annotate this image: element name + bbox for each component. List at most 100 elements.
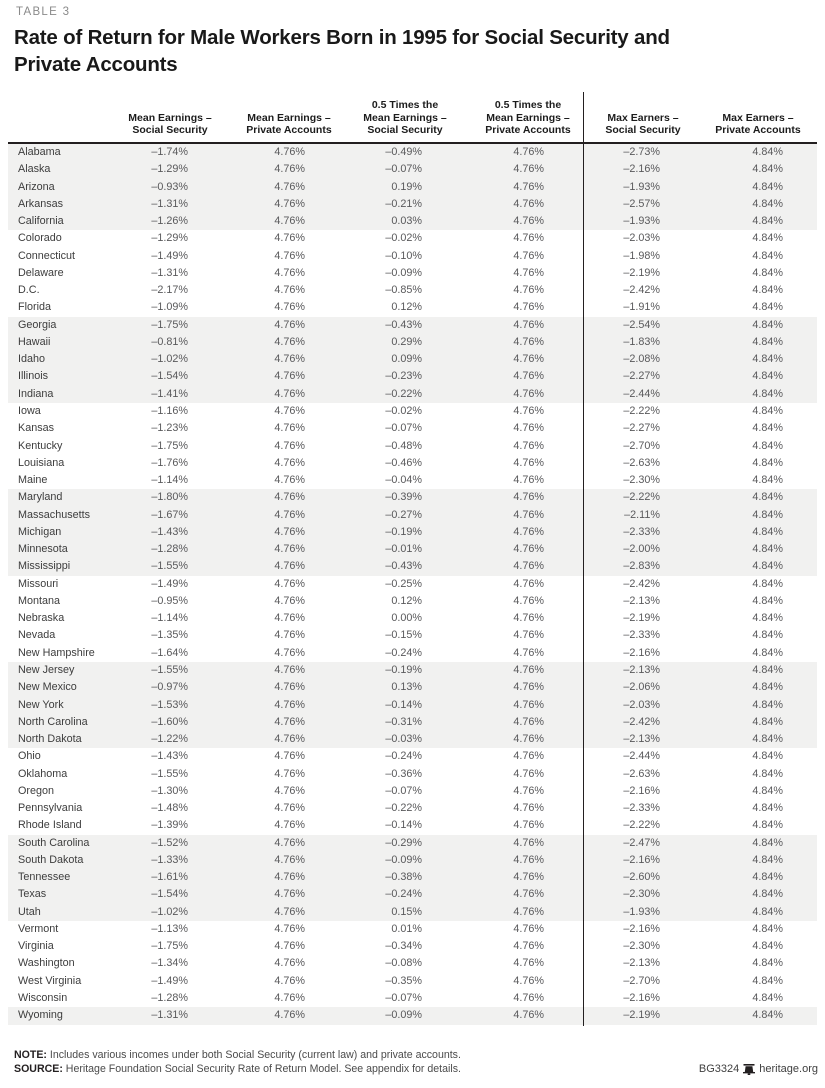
rate-value: –1.09%	[151, 301, 188, 314]
state-name: Arizona	[18, 180, 55, 193]
state-name: Maryland	[18, 491, 63, 504]
rate-value: –2.33%	[623, 802, 660, 815]
rate-value: 4.76%	[274, 197, 305, 210]
rate-value: –1.61%	[151, 871, 188, 884]
rate-value: –0.93%	[151, 180, 188, 193]
rate-value: –1.64%	[151, 646, 188, 659]
rate-value: 0.01%	[391, 922, 422, 935]
state-name: Hawaii	[18, 335, 51, 348]
rate-value: –1.49%	[151, 249, 188, 262]
rate-value: –0.19%	[385, 525, 422, 538]
table-body: Alabama –1.74% 4.76% –0.49% 4.76% –2.73% 4.84%…	[8, 144, 817, 1025]
footer-branding: BG3324 heritage.org	[699, 1063, 818, 1076]
rate-value: 4.84%	[752, 439, 783, 452]
rate-value: –0.21%	[385, 197, 422, 210]
rate-value: 4.84%	[752, 232, 783, 245]
table-row: Minnesota –1.28% 4.76% –0.01% 4.76% –2.00% 4.8…	[8, 541, 817, 559]
rate-value: –2.42%	[623, 284, 660, 297]
rate-value: 4.76%	[274, 836, 305, 849]
rate-value: –1.26%	[151, 215, 188, 228]
rate-value: 4.76%	[274, 646, 305, 659]
rate-value: 4.76%	[513, 940, 544, 953]
rate-value: –0.81%	[151, 335, 188, 348]
rate-value: –1.83%	[623, 335, 660, 348]
rate-value: 4.76%	[274, 698, 305, 711]
rate-value: –1.93%	[623, 905, 660, 918]
state-name: Nebraska	[18, 612, 65, 625]
state-name: Alabama	[18, 146, 61, 158]
rate-value: –2.19%	[623, 266, 660, 279]
rate-value: –2.47%	[623, 836, 660, 849]
note-text: Includes various incomes under both Soci…	[46, 1049, 461, 1061]
rate-value: –2.03%	[623, 698, 660, 711]
rate-value: –1.31%	[151, 197, 188, 210]
rate-value: 4.76%	[274, 871, 305, 884]
rate-value: 4.76%	[513, 577, 544, 590]
rate-value: 4.76%	[274, 491, 305, 504]
rate-value: 4.76%	[274, 215, 305, 228]
rate-value: –1.75%	[151, 940, 188, 953]
rate-value: 4.84%	[752, 508, 783, 521]
table-row: New York –1.53% 4.76% –0.14% 4.76% –2.03% 4.84…	[8, 696, 817, 714]
rate-value: –1.52%	[151, 836, 188, 849]
rate-value: 4.76%	[513, 301, 544, 314]
rate-value: 4.76%	[274, 335, 305, 348]
rate-value: –2.57%	[623, 197, 660, 210]
table-row: Colorado –1.29% 4.76% –0.02% 4.76% –2.03% 4.84…	[8, 230, 817, 247]
rate-value: 0.15%	[391, 905, 422, 918]
rate-value: –2.30%	[623, 888, 660, 901]
rate-value: –2.17%	[151, 284, 188, 297]
table-row: Utah –1.02% 4.76% 0.15% 4.76% –1.93% 4.84%	[8, 903, 817, 921]
rate-value: 4.76%	[274, 715, 305, 728]
state-name: Louisiana	[18, 456, 65, 469]
table-row: Nebraska –1.14% 4.76% 0.00% 4.76% –2.19% 4.84%	[8, 610, 817, 627]
rate-value: 4.76%	[513, 215, 544, 228]
state-name: Colorado	[18, 232, 62, 245]
rate-value: 4.76%	[513, 439, 544, 452]
rate-value: –1.23%	[151, 422, 188, 435]
rate-value: –0.22%	[385, 387, 422, 400]
rate-value: 4.76%	[274, 163, 305, 176]
rate-value: –0.97%	[151, 681, 188, 694]
rate-value: 4.76%	[513, 422, 544, 435]
rate-value: –0.04%	[385, 474, 422, 487]
rate-value: 4.76%	[513, 543, 544, 556]
rate-value: –0.48%	[385, 439, 422, 452]
rate-value: 4.76%	[513, 146, 544, 158]
rate-value: 4.84%	[752, 525, 783, 538]
table-row: New Hampshire –1.64% 4.76% –0.24% 4.76% –2.16…	[8, 645, 817, 662]
table-row: Missouri –1.49% 4.76% –0.25% 4.76% –2.42% 4.84…	[8, 576, 817, 593]
state-name: Virginia	[18, 940, 54, 953]
rate-value: –1.35%	[151, 629, 188, 642]
rate-value: –2.83%	[623, 560, 660, 573]
rate-value: 4.76%	[513, 318, 544, 331]
rate-value: 4.84%	[752, 594, 783, 607]
rate-value: –0.01%	[385, 543, 422, 556]
rate-value: –1.53%	[151, 698, 188, 711]
rate-value: –1.55%	[151, 767, 188, 780]
rate-value: –0.15%	[385, 629, 422, 642]
rate-value: –2.70%	[623, 439, 660, 452]
rate-value: 4.84%	[752, 577, 783, 590]
rate-value: 4.76%	[274, 180, 305, 193]
rate-value: –0.85%	[385, 284, 422, 297]
rate-value: –0.02%	[385, 404, 422, 417]
rate-value: –0.03%	[385, 733, 422, 746]
table-row: North Dakota –1.22% 4.76% –0.03% 4.76% –2.13%…	[8, 731, 817, 749]
rate-value: 4.84%	[752, 646, 783, 659]
state-name: Florida	[18, 301, 52, 314]
rate-value: –0.09%	[385, 1009, 422, 1022]
column-header-0: Mean Earnings – Social Security	[128, 111, 212, 137]
state-name: New York	[18, 698, 64, 711]
rate-value: 4.76%	[274, 404, 305, 417]
rate-value: 4.76%	[513, 819, 544, 832]
rate-value: –1.13%	[151, 922, 188, 935]
rate-value: 4.84%	[752, 784, 783, 797]
rate-value: –0.19%	[385, 663, 422, 676]
rate-value: 4.84%	[752, 750, 783, 763]
rate-value: 4.76%	[274, 577, 305, 590]
rate-value: 4.76%	[513, 767, 544, 780]
rate-value: –2.27%	[623, 422, 660, 435]
rate-value: –2.30%	[623, 474, 660, 487]
table-number-label: TABLE 3	[16, 6, 71, 18]
